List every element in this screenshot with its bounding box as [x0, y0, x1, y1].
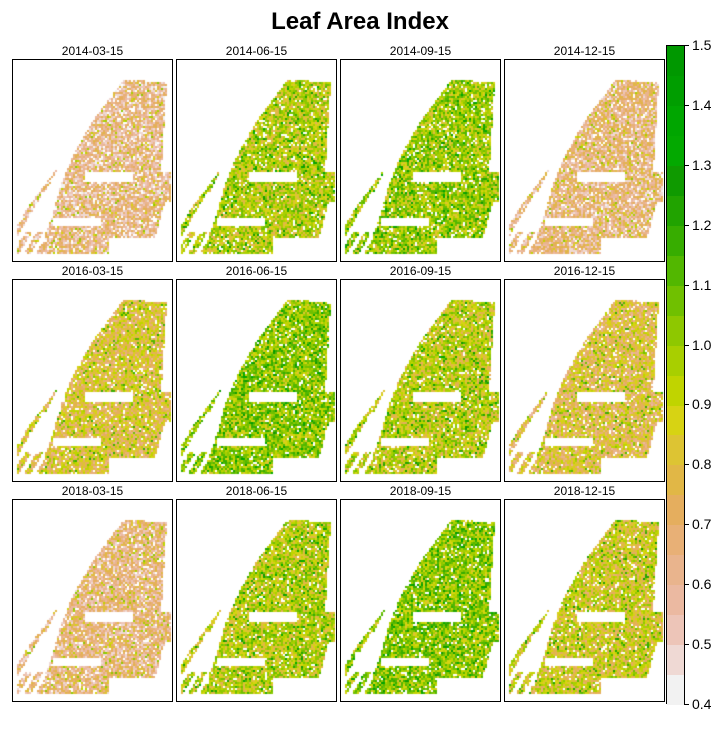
panel-frame [12, 279, 173, 482]
map-panel: 2018-03-15 [12, 484, 173, 702]
colorbar-bin [667, 435, 684, 466]
raster-map [341, 60, 500, 261]
panel-date-label: 2016-03-15 [61, 264, 124, 278]
colorbar-tick [684, 225, 689, 226]
map-panel: 2016-03-15 [12, 264, 173, 482]
colorbar-tick [684, 105, 689, 106]
panel-frame [504, 59, 665, 262]
colorbar-bin [667, 75, 684, 106]
colorbar-tick [684, 165, 689, 166]
colorbar-bin [667, 405, 684, 436]
panel-frame [176, 59, 337, 262]
colorbar-tick-label: 0.6 [692, 576, 712, 592]
panel-frame [340, 499, 501, 702]
map-panel: 2018-12-15 [504, 484, 665, 702]
raster-map [13, 280, 172, 481]
panel-date-label: 2018-12-15 [553, 484, 616, 498]
map-panel: 2014-06-15 [176, 44, 337, 262]
raster-map [177, 500, 336, 701]
raster-map [341, 280, 500, 481]
raster-map [177, 280, 336, 481]
colorbar-tick-label: 0.9 [692, 396, 712, 412]
colorbar-bin [667, 465, 684, 496]
raster-map [505, 280, 664, 481]
panel-date-label: 2018-06-15 [225, 484, 288, 498]
colorbar-tick [684, 45, 689, 46]
panel-date-label: 2018-09-15 [389, 484, 452, 498]
colorbar-tick-label: 0.4 [692, 696, 712, 712]
colorbar-bin [667, 255, 684, 286]
colorbar-bin [667, 105, 684, 136]
colorbar-tick-label: 0.8 [692, 456, 712, 472]
panel-date-label: 2014-12-15 [553, 44, 616, 58]
colorbar-tick-label: 0.7 [692, 516, 712, 532]
colorbar-tick [684, 404, 689, 405]
colorbar-tick [684, 285, 689, 286]
map-panel: 2018-06-15 [176, 484, 337, 702]
map-panel: 2014-03-15 [12, 44, 173, 262]
colorbar-bin [667, 135, 684, 166]
colorbar-bin [667, 555, 684, 586]
colorbar-tick-label: 0.5 [692, 636, 712, 652]
colorbar-bin [667, 195, 684, 226]
map-panel: 2016-09-15 [340, 264, 501, 482]
colorbar-bin [667, 345, 684, 376]
panel-date-label: 2016-09-15 [389, 264, 452, 278]
colorbar-tick-label: 1.0 [692, 337, 712, 353]
panel-frame [12, 499, 173, 702]
colorbar-bin [667, 225, 684, 256]
map-panel: 2014-12-15 [504, 44, 665, 262]
colorbar-tick [684, 345, 689, 346]
colorbar-tick-label: 1.5 [692, 37, 712, 53]
raster-map [505, 500, 664, 701]
panel-date-label: 2018-03-15 [61, 484, 124, 498]
raster-map [341, 500, 500, 701]
colorbar-bin [667, 495, 684, 526]
panel-date-label: 2014-09-15 [389, 44, 452, 58]
map-panel: 2018-09-15 [340, 484, 501, 702]
colorbar-tick [684, 704, 689, 705]
raster-map [505, 60, 664, 261]
raster-map [13, 500, 172, 701]
colorbar-bin [667, 615, 684, 646]
panel-frame [176, 279, 337, 482]
colorbar-bin [667, 645, 684, 676]
map-panel: 2016-06-15 [176, 264, 337, 482]
colorbar-tick [684, 584, 689, 585]
chart-title: Leaf Area Index [271, 8, 449, 35]
colorbar-tick [684, 644, 689, 645]
panel-date-label: 2014-06-15 [225, 44, 288, 58]
panel-frame [340, 59, 501, 262]
panel-frame [12, 59, 173, 262]
colorbar-tick-label: 1.4 [692, 97, 712, 113]
colorbar-bin [667, 585, 684, 616]
colorbar-tick-label: 1.2 [692, 217, 712, 233]
map-panel: 2014-09-15 [340, 44, 501, 262]
panel-frame [504, 279, 665, 482]
colorbar-tick [684, 464, 689, 465]
panel-date-label: 2014-03-15 [61, 44, 124, 58]
colorbar-bin [667, 675, 684, 706]
panel-frame [504, 499, 665, 702]
colorbar-bin [667, 315, 684, 346]
colorbar-bin [667, 285, 684, 316]
colorbar-bin [667, 525, 684, 556]
colorbar-bin [667, 165, 684, 196]
colorbar-tick-label: 1.3 [692, 157, 712, 173]
colorbar-tick-label: 1.1 [692, 277, 712, 293]
colorbar [666, 45, 685, 706]
raster-map [177, 60, 336, 261]
raster-map [13, 60, 172, 261]
colorbar-bin [667, 46, 684, 76]
panel-date-label: 2016-06-15 [225, 264, 288, 278]
colorbar-bin [667, 375, 684, 406]
colorbar-tick [684, 524, 689, 525]
panel-date-label: 2016-12-15 [553, 264, 616, 278]
panel-frame [176, 499, 337, 702]
map-panel: 2016-12-15 [504, 264, 665, 482]
panel-frame [340, 279, 501, 482]
